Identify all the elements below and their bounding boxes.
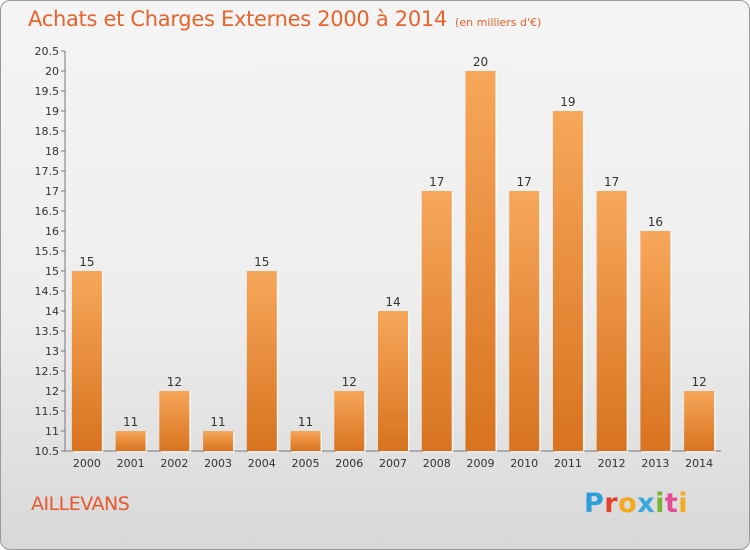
bar — [71, 271, 102, 451]
y-tick-label: 17.5 — [35, 165, 60, 178]
bar — [640, 231, 671, 451]
chart-labels: 15 2000 11 2001 12 2002 11 2003 15 2004 11 2005 12 20… — [73, 55, 713, 470]
bar-2003 — [203, 431, 235, 453]
data-label: 11 — [123, 415, 138, 429]
y-tick-label: 12 — [45, 385, 59, 398]
x-tick-label: 2010 — [510, 457, 538, 470]
bar-2000 — [71, 271, 104, 453]
x-tick-label: 2014 — [685, 457, 713, 470]
bar — [684, 391, 715, 451]
x-tick-label: 2006 — [335, 457, 363, 470]
y-tick-label: 15 — [45, 265, 59, 278]
y-tick-label: 14.5 — [35, 285, 60, 298]
bar-2009 — [465, 71, 497, 453]
y-tick-label: 18.5 — [35, 125, 60, 138]
x-tick-label: 2012 — [598, 457, 626, 470]
y-tick-label: 19 — [45, 105, 59, 118]
x-tick-label: 2003 — [204, 457, 232, 470]
y-tick-label: 11.5 — [35, 405, 60, 418]
y-tick-label: 14 — [45, 305, 59, 318]
x-tick-label: 2008 — [423, 457, 451, 470]
data-label: 11 — [298, 415, 313, 429]
data-label: 12 — [691, 375, 706, 389]
y-tick-label: 19.5 — [35, 85, 60, 98]
y-tick-label: 13.5 — [35, 325, 60, 338]
chart-axes: 10.5 11 11.5 12 12.5 13 13.5 14 14.5 15 15.5 16 16.5… — [35, 45, 721, 458]
bar-2012 — [596, 191, 629, 453]
bar-2001 — [115, 431, 148, 453]
data-label: 17 — [429, 175, 444, 189]
bar — [115, 431, 146, 451]
data-label: 11 — [210, 415, 225, 429]
bar — [552, 111, 583, 451]
title-line: Achats et Charges Externes 2000 à 2014 (e… — [28, 7, 541, 31]
bar — [203, 431, 234, 451]
bar — [334, 391, 365, 451]
brand-letter: o — [618, 488, 638, 519]
bar-2013 — [640, 231, 672, 453]
place-name: AILLEVANS — [31, 493, 130, 515]
y-tick-label: 13 — [45, 345, 59, 358]
brand-letter: r — [604, 488, 619, 519]
y-tick-label: 10.5 — [35, 445, 60, 458]
bar-2011 — [552, 111, 585, 453]
data-label: 16 — [648, 215, 663, 229]
y-tick-label: 11 — [45, 425, 59, 438]
brand-letter: x — [637, 488, 656, 519]
bar-2002 — [159, 391, 191, 453]
bar-2004 — [246, 271, 279, 453]
bar — [596, 191, 627, 451]
bar — [378, 311, 408, 451]
brand-letter: i — [655, 488, 665, 519]
chart-subtitle: (en milliers d'€) — [455, 16, 542, 29]
y-tick-label: 16.5 — [35, 205, 60, 218]
bar — [290, 431, 321, 451]
data-label: 12 — [342, 375, 357, 389]
chart-title: Achats et Charges Externes 2000 à 2014 — [28, 7, 448, 31]
y-tick-label: 12.5 — [35, 365, 60, 378]
data-label: 15 — [79, 255, 94, 269]
data-label: 20 — [473, 55, 488, 69]
bar-2008 — [421, 191, 454, 453]
data-label: 17 — [604, 175, 619, 189]
data-label: 17 — [517, 175, 532, 189]
y-tick-label: 20 — [45, 65, 59, 78]
x-tick-label: 2002 — [160, 457, 188, 470]
brand-letter: t — [664, 488, 679, 519]
bar-2005 — [290, 431, 323, 453]
x-tick-label: 2005 — [292, 457, 320, 470]
brand-letter: i — [678, 488, 689, 519]
data-label: 15 — [254, 255, 269, 269]
y-tick-label: 18 — [45, 145, 59, 158]
x-tick-label: 2009 — [466, 457, 494, 470]
bar — [421, 191, 452, 451]
bar-2007 — [378, 311, 410, 453]
brand-logo: Proxiti — [584, 488, 688, 519]
x-tick-label: 2001 — [117, 457, 145, 470]
x-tick-label: 2000 — [73, 457, 101, 470]
x-tick-label: 2007 — [379, 457, 407, 470]
bar — [246, 271, 277, 451]
x-tick-label: 2013 — [641, 457, 669, 470]
y-tick-label: 17 — [45, 185, 59, 198]
bar-2010 — [509, 191, 541, 453]
data-label: 19 — [560, 95, 575, 109]
y-tick-label: 20.5 — [35, 45, 60, 58]
data-label: 14 — [385, 295, 400, 309]
bar — [509, 191, 540, 451]
brand-letter: P — [584, 488, 605, 519]
x-tick-label: 2004 — [248, 457, 276, 470]
x-tick-label: 2011 — [554, 457, 582, 470]
data-label: 12 — [167, 375, 182, 389]
bar-2014 — [684, 391, 716, 453]
bar — [465, 71, 496, 451]
chart-bars — [71, 71, 716, 453]
y-tick-label: 16 — [45, 225, 59, 238]
y-tick-label: 15.5 — [35, 245, 60, 258]
bar-2006 — [334, 391, 366, 453]
bar — [159, 391, 190, 451]
